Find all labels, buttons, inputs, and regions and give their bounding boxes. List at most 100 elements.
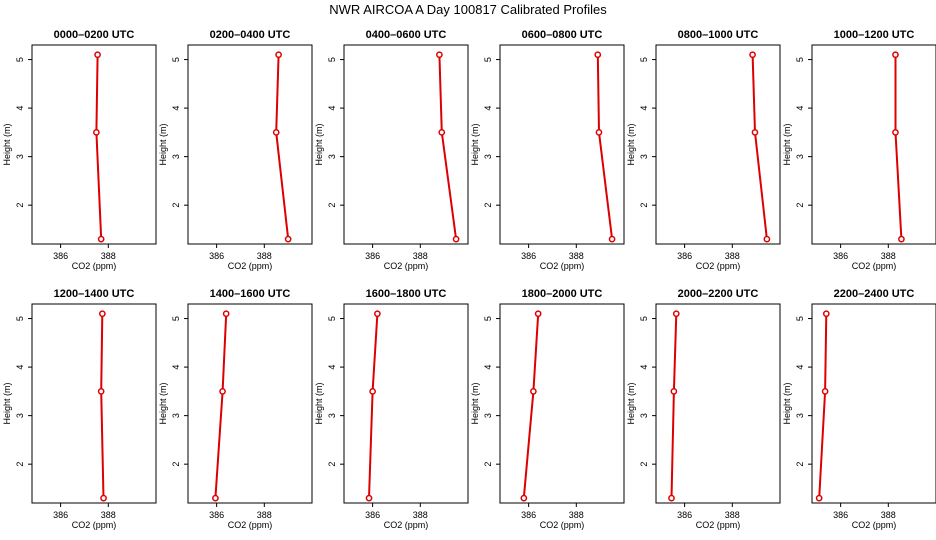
y-tick-label: 4 bbox=[483, 106, 493, 111]
profile-point bbox=[452, 235, 460, 243]
y-tick-label: 5 bbox=[639, 57, 649, 62]
x-axis-label: CO2 (ppm) bbox=[696, 261, 741, 271]
x-tick-label: 386 bbox=[209, 251, 224, 261]
y-tick-label: 2 bbox=[639, 203, 649, 208]
y-tick-label: 2 bbox=[795, 203, 805, 208]
x-axis-label: CO2 (ppm) bbox=[228, 261, 273, 271]
profile-line bbox=[522, 313, 540, 499]
profile-point bbox=[98, 310, 106, 318]
profile-point bbox=[275, 51, 282, 59]
profile-line bbox=[214, 313, 228, 499]
y-axis-label: Height (m) bbox=[782, 123, 792, 165]
x-tick-label: 388 bbox=[569, 251, 584, 261]
plot-frame bbox=[655, 44, 781, 245]
y-tick-label: 5 bbox=[795, 316, 805, 321]
y-axis-label: Height (m) bbox=[470, 123, 480, 165]
x-tick-label: 386 bbox=[521, 251, 536, 261]
profile-point bbox=[822, 310, 830, 318]
panel-title: 0200–0400 UTC bbox=[210, 29, 291, 41]
y-tick-label: 5 bbox=[483, 316, 493, 321]
y-tick-label: 3 bbox=[795, 154, 805, 159]
profile-point bbox=[534, 310, 542, 318]
y-tick-label: 3 bbox=[171, 413, 181, 418]
y-axis-label: Height (m) bbox=[158, 123, 168, 165]
y-tick-label: 3 bbox=[483, 154, 493, 159]
plot-frame bbox=[499, 44, 625, 245]
y-tick-label: 2 bbox=[483, 203, 493, 208]
profile-point bbox=[438, 129, 446, 136]
y-axis-label: Height (m) bbox=[314, 382, 324, 424]
y-axis-label: Height (m) bbox=[314, 123, 324, 165]
x-tick-label: 386 bbox=[677, 251, 692, 261]
profile-point bbox=[821, 388, 829, 395]
profile-line bbox=[100, 313, 105, 499]
panel-title: 1600–1800 UTC bbox=[366, 288, 447, 300]
y-tick-label: 4 bbox=[639, 365, 649, 370]
profile-line bbox=[818, 313, 828, 499]
y-tick-label: 4 bbox=[327, 106, 337, 111]
profile-point bbox=[219, 388, 226, 395]
profile-point bbox=[594, 51, 602, 59]
profile-point bbox=[374, 310, 381, 318]
profile-line bbox=[438, 54, 458, 240]
plot-frame bbox=[499, 303, 625, 504]
y-tick-label: 4 bbox=[15, 365, 25, 370]
panel-title: 2200–2400 UTC bbox=[834, 288, 915, 300]
x-tick-label: 386 bbox=[677, 510, 692, 520]
y-axis-label: Height (m) bbox=[470, 382, 480, 424]
y-tick-label: 5 bbox=[15, 57, 25, 62]
x-tick-label: 386 bbox=[53, 251, 68, 261]
x-axis-label: CO2 (ppm) bbox=[72, 261, 117, 271]
y-tick-label: 3 bbox=[15, 154, 25, 159]
y-tick-label: 3 bbox=[327, 413, 337, 418]
y-tick-label: 4 bbox=[15, 106, 25, 111]
y-tick-label: 2 bbox=[639, 462, 649, 467]
y-tick-label: 5 bbox=[795, 57, 805, 62]
y-tick-label: 3 bbox=[639, 154, 649, 159]
profile-line bbox=[670, 313, 678, 499]
y-tick-label: 2 bbox=[15, 462, 25, 467]
profile-point bbox=[212, 494, 219, 502]
x-axis-label: CO2 (ppm) bbox=[72, 520, 117, 530]
y-tick-label: 2 bbox=[171, 462, 181, 467]
profile-line bbox=[596, 54, 614, 240]
y-tick-label: 4 bbox=[171, 106, 181, 111]
profile-point bbox=[892, 129, 899, 136]
plot-frame bbox=[31, 44, 157, 245]
x-tick-label: 386 bbox=[209, 510, 224, 520]
y-tick-label: 2 bbox=[327, 462, 337, 467]
x-tick-label: 386 bbox=[365, 510, 380, 520]
profile-point bbox=[608, 235, 616, 243]
profile-point bbox=[892, 51, 899, 59]
profile-point bbox=[436, 51, 443, 59]
y-tick-label: 3 bbox=[327, 154, 337, 159]
panel-title: 0800–1000 UTC bbox=[678, 29, 759, 41]
profile-point bbox=[530, 388, 537, 395]
x-tick-label: 388 bbox=[725, 251, 740, 261]
x-tick-label: 386 bbox=[521, 510, 536, 520]
profile-point bbox=[272, 129, 280, 136]
y-tick-label: 4 bbox=[483, 365, 493, 370]
panel-title: 0000–0200 UTC bbox=[54, 29, 135, 41]
x-tick-label: 388 bbox=[881, 510, 896, 520]
y-axis-label: Height (m) bbox=[782, 382, 792, 424]
plot-frame bbox=[811, 44, 936, 245]
y-tick-label: 3 bbox=[483, 413, 493, 418]
y-tick-label: 5 bbox=[483, 57, 493, 62]
y-tick-label: 2 bbox=[171, 203, 181, 208]
y-tick-label: 5 bbox=[171, 316, 181, 321]
x-tick-label: 388 bbox=[101, 510, 116, 520]
figure-title: NWR AIRCOA A Day 100817 Calibrated Profi… bbox=[329, 2, 607, 17]
profile-point bbox=[763, 235, 771, 243]
profile-point bbox=[749, 51, 756, 59]
x-axis-label: CO2 (ppm) bbox=[852, 520, 897, 530]
profile-point bbox=[815, 494, 823, 502]
y-axis-label: Height (m) bbox=[626, 123, 636, 165]
x-axis-label: CO2 (ppm) bbox=[540, 261, 585, 271]
y-tick-label: 4 bbox=[795, 365, 805, 370]
plot-frame bbox=[343, 303, 469, 504]
plot-frame bbox=[187, 44, 313, 245]
y-tick-label: 4 bbox=[795, 106, 805, 111]
profile-point bbox=[369, 388, 376, 395]
